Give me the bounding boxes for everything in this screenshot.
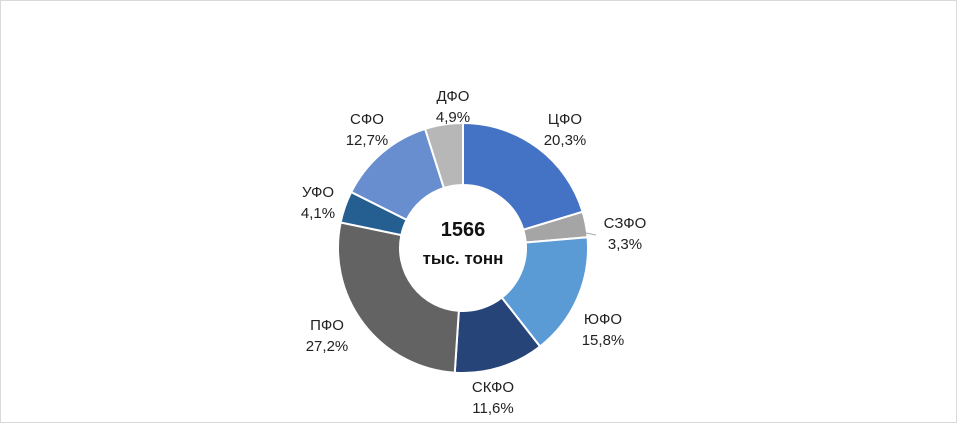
slices-layer <box>337 121 589 374</box>
center-total-value: 1566 <box>441 219 486 241</box>
center-total-unit: тыс. тонн <box>423 249 504 268</box>
slice-name-label: СЗФО <box>604 215 647 232</box>
slice-value-label: 27,2% <box>306 338 349 355</box>
slice-name-label: СФО <box>350 111 384 128</box>
leader-line <box>585 232 597 236</box>
slice-name-label: ЮФО <box>584 311 622 328</box>
slice-name-label: ЦФО <box>548 111 582 128</box>
slice-value-label: 11,6% <box>472 400 513 417</box>
leader-lines <box>585 232 597 236</box>
slice-value-label: 12,7% <box>346 132 389 149</box>
slice-ЦФО <box>462 121 584 231</box>
slice-value-label: 4,1% <box>301 205 335 222</box>
slice-value-label: 15,8% <box>582 332 625 349</box>
slice-name-label: СКФО <box>472 379 514 396</box>
slice-value-label: 3,3% <box>608 236 642 253</box>
slice-ДФО <box>423 121 464 190</box>
slice-name-label: УФО <box>302 184 334 201</box>
slice-value-label: 4,9% <box>436 109 470 126</box>
slice-name-label: ДФО <box>437 88 470 105</box>
slice-name-label: ПФО <box>310 317 344 334</box>
slice-ПФО <box>337 221 460 374</box>
slice-value-label: 20,3% <box>544 132 587 149</box>
labels-layer: ЦФО 20,3% СЗФО 3,3% ЮФО 15,8% СКФО 11,6% ПФО 27,2… <box>301 88 646 417</box>
